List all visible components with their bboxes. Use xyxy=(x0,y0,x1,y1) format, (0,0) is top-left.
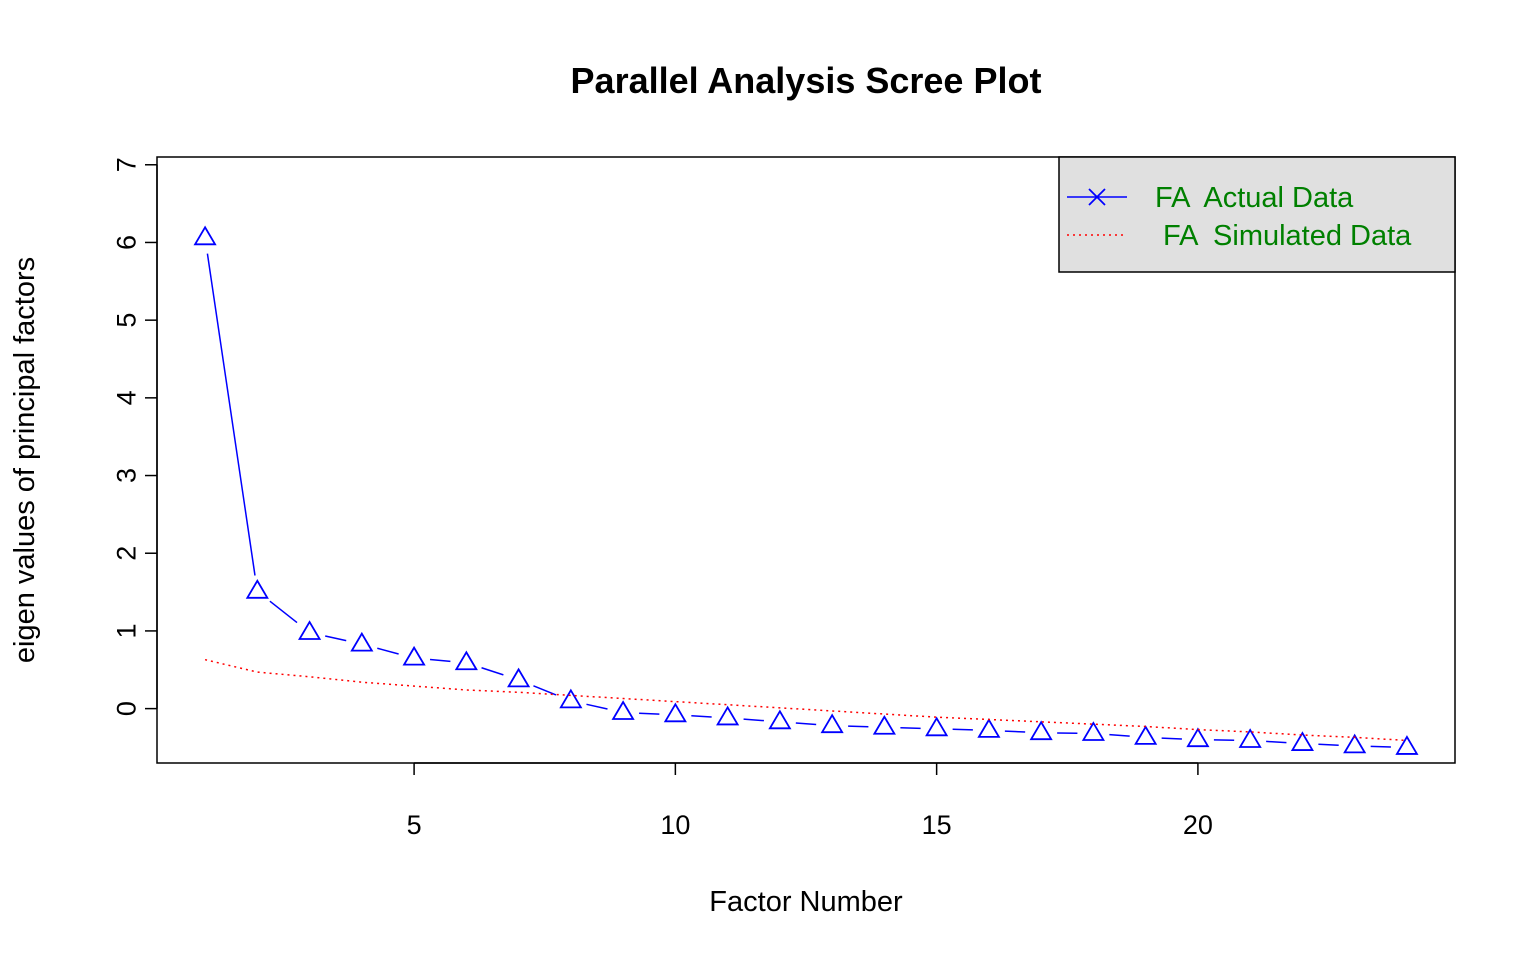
data-point-triangle xyxy=(872,714,896,735)
data-point-triangle xyxy=(1029,720,1053,741)
series-layer xyxy=(193,225,1419,755)
y-tick-label: 0 xyxy=(111,701,141,716)
data-point-triangle xyxy=(245,579,269,599)
series-segment xyxy=(586,703,608,710)
series-segment xyxy=(743,718,764,722)
series-segment xyxy=(377,647,399,655)
data-point-triangle xyxy=(350,631,374,652)
x-tick-label: 15 xyxy=(922,810,952,840)
data-point-triangle xyxy=(1081,721,1105,741)
series-segment xyxy=(325,635,347,642)
data-point-triangle xyxy=(1238,728,1262,748)
series-segment xyxy=(952,728,973,731)
series-segment xyxy=(691,715,712,718)
x-tick-label: 20 xyxy=(1183,810,1213,840)
series-segment xyxy=(900,726,921,730)
y-tick-label: 6 xyxy=(111,235,141,250)
y-tick-label: 1 xyxy=(111,623,141,638)
series-segment xyxy=(1004,730,1026,733)
series-segment xyxy=(269,600,298,624)
data-point-triangle xyxy=(298,620,322,640)
data-point-triangle xyxy=(1395,735,1419,755)
chart-title: Parallel Analysis Scree Plot xyxy=(571,60,1042,101)
series-line xyxy=(204,658,1407,742)
data-point-triangle xyxy=(977,718,1001,738)
data-point-triangle xyxy=(507,667,531,688)
data-point-triangle xyxy=(559,688,583,709)
series-segment xyxy=(795,722,817,726)
legend-box xyxy=(1058,156,1456,273)
series-segment xyxy=(639,712,660,715)
data-point-triangle xyxy=(402,645,426,666)
y-tick-label: 2 xyxy=(111,546,141,561)
data-point-triangle xyxy=(454,650,478,671)
y-tick-label: 7 xyxy=(111,157,141,172)
data-point-triangle xyxy=(1290,731,1314,751)
series-segment xyxy=(848,725,869,728)
series-segment xyxy=(429,658,451,663)
series-segment xyxy=(481,667,504,676)
y-axis: 0 1 2 3 4 5 6 7 xyxy=(111,157,158,716)
series-segment xyxy=(1109,733,1130,737)
data-point-triangle xyxy=(1186,727,1210,748)
data-point-triangle xyxy=(1134,725,1158,745)
data-point-triangle xyxy=(193,225,217,246)
series-segment xyxy=(533,685,557,696)
data-point-triangle xyxy=(925,716,949,737)
data-point-triangle xyxy=(820,713,844,734)
series-segment xyxy=(1370,745,1391,748)
x-tick-label: 10 xyxy=(660,810,690,840)
y-tick-label: 4 xyxy=(111,390,141,405)
x-tick-label: 5 xyxy=(407,810,422,840)
y-axis-label: eigen values of principal factors xyxy=(9,257,41,663)
y-tick-label: 3 xyxy=(111,468,141,483)
legend-cross-stroke xyxy=(1088,188,1106,206)
legend: FA Actual Data FA Simulated Data xyxy=(1058,156,1456,273)
series-actual-data xyxy=(193,225,1419,755)
legend-label-actual: FA Actual Data xyxy=(1155,182,1354,214)
series-segment xyxy=(1161,737,1182,740)
data-point-triangle xyxy=(1343,733,1367,754)
x-axis: 5 10 15 20 xyxy=(407,762,1213,840)
data-point-triangle xyxy=(611,700,635,720)
data-point-triangle xyxy=(716,705,740,726)
series-segment xyxy=(1266,740,1287,744)
series-segment xyxy=(206,253,256,576)
series-segment xyxy=(1318,743,1339,746)
y-tick-label: 5 xyxy=(111,313,141,328)
data-point-triangle xyxy=(768,709,792,730)
series-simulated-data xyxy=(204,658,1407,742)
x-axis-label: Factor Number xyxy=(709,886,903,918)
data-point-triangle xyxy=(663,702,687,723)
legend-label-simulated: FA Simulated Data xyxy=(1155,220,1412,252)
legend-marker-actual xyxy=(1088,188,1106,206)
